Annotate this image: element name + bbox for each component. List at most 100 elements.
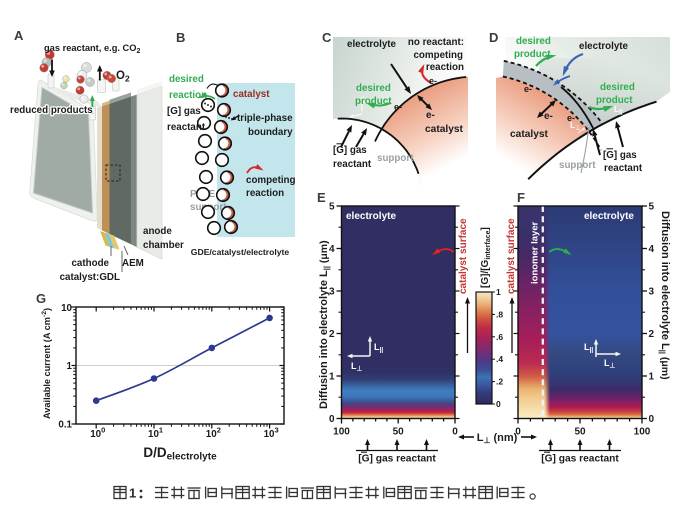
svg-text:chamber: chamber	[143, 240, 184, 251]
svg-text:boundary: boundary	[248, 127, 293, 138]
svg-text:E: E	[317, 190, 326, 205]
svg-text:F: F	[517, 190, 525, 205]
svg-text:C: C	[322, 30, 332, 45]
svg-text:3: 3	[329, 287, 335, 298]
svg-text:Diffusion into electrolyte L||: Diffusion into electrolyte L|| (μm)	[318, 240, 331, 409]
svg-text:.4: .4	[496, 354, 503, 364]
svg-text:reaction: reaction	[426, 62, 464, 73]
svg-text:5: 5	[649, 202, 655, 213]
svg-text:L⊥ (nm): L⊥ (nm)	[477, 432, 518, 445]
svg-text:electrolyte: electrolyte	[579, 41, 629, 52]
svg-text:L⊥: L⊥	[570, 120, 580, 132]
svg-text:reaction: reaction	[246, 188, 284, 199]
svg-text:e-: e-	[544, 111, 553, 122]
svg-text:[G] gas: [G] gas	[333, 145, 367, 156]
svg-text:catalyst: catalyst	[510, 129, 549, 140]
svg-text:desired: desired	[600, 82, 635, 93]
svg-text:.2: .2	[496, 377, 503, 387]
svg-text:reduced products: reduced products	[10, 105, 93, 116]
svg-text:competing: competing	[413, 50, 463, 61]
svg-text:3: 3	[649, 287, 655, 298]
svg-text:desired: desired	[169, 74, 204, 85]
svg-text:10: 10	[61, 303, 72, 314]
svg-text:0.1: 0.1	[58, 420, 72, 431]
svg-text:0: 0	[452, 427, 458, 438]
svg-text:2: 2	[649, 329, 655, 340]
svg-text:product: product	[355, 96, 392, 107]
svg-text:1: 1	[129, 486, 136, 501]
svg-text:e-: e-	[524, 84, 532, 94]
svg-text:desired: desired	[516, 36, 551, 47]
svg-text:101: 101	[148, 426, 163, 441]
svg-text:triple-phase: triple-phase	[237, 113, 293, 124]
svg-text:catalyst: catalyst	[233, 89, 270, 100]
svg-text:0: 0	[496, 399, 501, 409]
svg-text:e-: e-	[429, 76, 437, 86]
svg-text:ionomer layer: ionomer layer	[530, 221, 541, 284]
svg-text:O2: O2	[116, 70, 130, 84]
svg-text:e-: e-	[394, 102, 402, 112]
svg-text:[G] gas: [G] gas	[167, 106, 201, 117]
svg-text:D/Delectrolyte: D/Delectrolyte	[143, 445, 217, 463]
svg-text:.8: .8	[496, 309, 503, 319]
svg-text:102: 102	[206, 426, 221, 441]
svg-text:catalyst: catalyst	[425, 124, 464, 135]
svg-text:L||: L||	[614, 104, 623, 116]
svg-text:G: G	[36, 291, 46, 306]
svg-text:A: A	[14, 28, 24, 43]
svg-text:4: 4	[649, 244, 655, 255]
svg-text:2: 2	[329, 329, 335, 340]
svg-text:anode: anode	[143, 226, 172, 237]
svg-text:100: 100	[90, 426, 105, 441]
svg-text:electrolyte: electrolyte	[346, 211, 396, 222]
svg-text:e-: e-	[426, 110, 435, 121]
svg-text:L||: L||	[374, 342, 383, 354]
svg-text:L||: L||	[584, 342, 593, 354]
svg-text:Available current (A cm-2): Available current (A cm-2)	[41, 308, 52, 419]
svg-text:Diffusion into electrolyte L||: Diffusion into electrolyte L|| (μm)	[658, 211, 671, 380]
svg-text:product: product	[596, 95, 633, 106]
svg-text:D: D	[489, 30, 498, 45]
svg-text:50: 50	[574, 427, 586, 438]
svg-text:cathode: cathode	[71, 258, 109, 269]
svg-text:0: 0	[649, 414, 655, 425]
svg-text:L⊥: L⊥	[604, 358, 616, 370]
svg-text:support: support	[559, 160, 596, 171]
svg-text:0: 0	[515, 427, 521, 438]
svg-text:catalyst:GDL: catalyst:GDL	[60, 272, 120, 283]
svg-text:0: 0	[329, 414, 335, 425]
svg-text:1: 1	[496, 287, 501, 297]
svg-text:.6: .6	[496, 332, 503, 342]
svg-text:reactant: reactant	[333, 159, 372, 170]
svg-text:reaction: reaction	[169, 90, 207, 101]
svg-text:[G] gas reactant: [G] gas reactant	[541, 454, 619, 465]
svg-text:L⊥: L⊥	[351, 361, 363, 373]
svg-text:[G]/[Ginterface]: [G]/[Ginterface]	[480, 227, 492, 288]
svg-text:no reactant:: no reactant:	[408, 37, 464, 48]
svg-text:catalyst surface: catalyst surface	[458, 218, 469, 294]
svg-text:gas reactant, e.g. CO2: gas reactant, e.g. CO2	[44, 43, 140, 55]
svg-text:electrolyte: electrolyte	[584, 211, 634, 222]
svg-text:1: 1	[67, 361, 73, 372]
svg-text:100: 100	[333, 427, 350, 438]
svg-text:GDE/catalyst/electrolyte: GDE/catalyst/electrolyte	[191, 247, 290, 257]
svg-text:product: product	[514, 49, 551, 60]
svg-text:B: B	[176, 30, 185, 45]
svg-text:1: 1	[649, 372, 655, 383]
svg-text:4: 4	[329, 244, 335, 255]
svg-text:[G] gas: [G] gas	[603, 150, 637, 161]
svg-text:AEM: AEM	[122, 258, 144, 269]
svg-text:catalyst surface: catalyst surface	[506, 218, 517, 294]
svg-text:[G] gas reactant: [G] gas reactant	[358, 454, 436, 465]
svg-text:reactant: reactant	[167, 122, 206, 133]
svg-text:5: 5	[329, 202, 335, 213]
svg-text:reactant: reactant	[604, 163, 643, 174]
svg-text:103: 103	[264, 426, 279, 441]
svg-text:e-: e-	[567, 113, 575, 123]
svg-text:desired: desired	[356, 83, 391, 94]
svg-text:electrolyte: electrolyte	[347, 39, 397, 50]
svg-text:50: 50	[393, 427, 405, 438]
svg-text:support: support	[377, 153, 414, 164]
svg-text:competing: competing	[246, 175, 296, 186]
svg-text:100: 100	[634, 427, 651, 438]
